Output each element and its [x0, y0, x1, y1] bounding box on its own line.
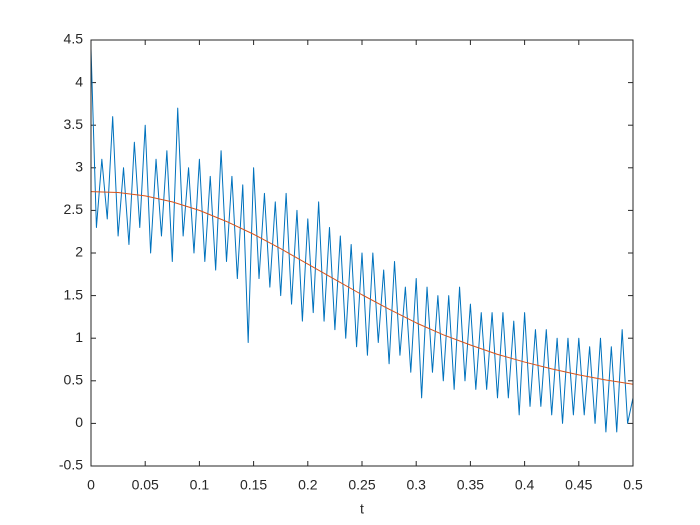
data-line	[91, 48, 633, 433]
y-tick-label: 3	[75, 159, 83, 175]
x-tick-label: 0.5	[623, 477, 643, 493]
axes-box	[90, 39, 634, 467]
x-tick-label: 0.05	[132, 477, 159, 493]
x-tick-label: 0.4	[515, 477, 535, 493]
y-tick-label: 0	[75, 414, 83, 430]
y-tick-label: 2	[75, 244, 83, 260]
x-tick-label: 0.3	[406, 477, 426, 493]
x-axis-label: t	[360, 501, 364, 517]
x-tick-label: 0.15	[240, 477, 267, 493]
y-tick-label: 1	[75, 329, 83, 345]
x-tick-label: 0.35	[457, 477, 484, 493]
x-tick-label: 0	[87, 477, 95, 493]
y-tick-label: 3.5	[64, 116, 84, 132]
x-tick-label: 0.1	[190, 477, 210, 493]
y-tick-label: 4.5	[64, 31, 84, 47]
x-tick-label: 0.2	[298, 477, 318, 493]
x-tick-label: 0.45	[565, 477, 592, 493]
y-tick-label: 2.5	[64, 201, 84, 217]
data-line	[91, 191, 633, 385]
y-tick-label: 0.5	[64, 372, 84, 388]
y-tick-label: 1.5	[64, 286, 84, 302]
x-tick-label: 0.25	[348, 477, 375, 493]
y-tick-label: -0.5	[59, 457, 83, 473]
y-tick-label: 4	[75, 73, 83, 89]
